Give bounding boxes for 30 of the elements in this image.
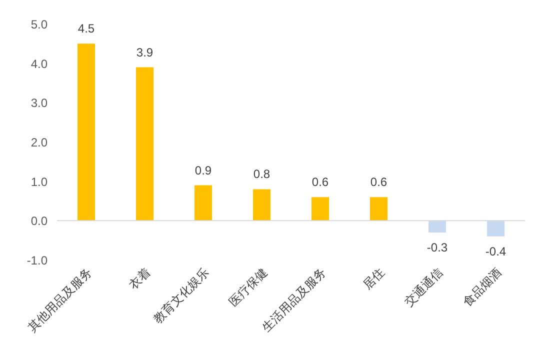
bar	[194, 185, 212, 221]
y-tick-label: 3.0	[30, 96, 48, 110]
bar	[370, 197, 388, 221]
y-tick-label: 4.0	[30, 56, 48, 71]
x-tick-label: 教育文化娱乐	[150, 265, 212, 326]
x-tick-label: 衣着	[126, 265, 154, 292]
data-label: 0.9	[194, 163, 212, 178]
y-tick-label: -1.0	[26, 254, 48, 268]
bar	[486, 220, 505, 236]
x-tick-label: 食品烟酒	[460, 265, 504, 309]
x-tick-label: 居住	[360, 265, 388, 292]
data-label: 0.6	[312, 175, 329, 190]
data-label: -0.3	[426, 240, 448, 254]
data-label: 4.5	[78, 22, 95, 36]
bar	[136, 67, 154, 221]
data-label: 0.6	[370, 175, 388, 190]
data-label: 3.9	[136, 45, 154, 60]
data-label: 0.8	[253, 167, 270, 182]
y-tick-label: 0.0	[30, 214, 48, 228]
y-tick-label: 5.0	[30, 18, 48, 32]
data-label: -0.4	[485, 244, 506, 258]
y-tick-label: 2.0	[30, 136, 48, 150]
y-tick-label: 1.0	[30, 174, 48, 189]
bar	[77, 44, 96, 221]
bar	[428, 220, 446, 232]
x-tick-label: 医疗保健	[226, 265, 270, 309]
bar	[252, 189, 271, 221]
x-tick-label: 其他用品及服务	[25, 265, 95, 334]
x-tick-label: 交通通信	[402, 265, 446, 309]
bar	[311, 197, 330, 221]
